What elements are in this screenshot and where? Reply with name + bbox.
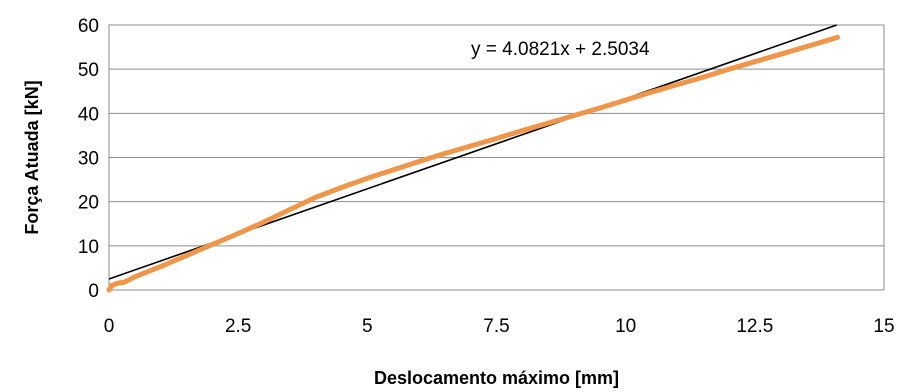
data-point — [494, 136, 499, 141]
trendline-equation: y = 4.0821x + 2.5034 — [471, 39, 650, 60]
data-point — [339, 185, 344, 190]
y-tick-label: 50 — [78, 60, 99, 81]
data-point — [235, 231, 241, 236]
data-point — [261, 219, 267, 225]
y-tick-label: 20 — [78, 193, 99, 214]
data-point — [778, 51, 784, 57]
gridlines — [109, 24, 884, 291]
data-point — [545, 120, 551, 126]
data-point — [209, 242, 215, 247]
x-tick-label: 7.5 — [483, 316, 509, 337]
y-tick-label: 30 — [78, 149, 99, 170]
y-axis-ticks: 0 10 20 30 40 50 60 — [78, 16, 99, 302]
plot-area-border — [108, 24, 885, 291]
x-tick-label: 5 — [362, 316, 373, 337]
y-tick-label: 10 — [78, 237, 99, 258]
data-point — [442, 151, 448, 156]
data-point — [726, 66, 732, 72]
x-tick-label: 15 — [873, 316, 894, 337]
data-point — [184, 253, 189, 258]
data-point — [649, 89, 654, 95]
data-point — [287, 207, 293, 213]
data-point — [597, 105, 603, 111]
x-tick-label: 12.5 — [736, 316, 773, 337]
data-point — [106, 287, 112, 293]
x-axis-ticks: 0 2.5 5 7.5 10 12.5 15 — [104, 316, 895, 337]
data-points — [106, 34, 840, 293]
data-point — [804, 44, 809, 50]
x-axis-title: Deslocamento máximo [mm] — [374, 368, 619, 388]
x-tick-label: 10 — [615, 316, 636, 337]
data-point — [158, 264, 164, 269]
data-point — [835, 34, 840, 40]
data-point — [313, 194, 319, 200]
y-tick-label: 0 — [88, 281, 99, 302]
data-point — [114, 280, 120, 286]
y-axis-title: Força Atuada [kN] — [22, 80, 42, 234]
data-point — [122, 279, 127, 285]
data-point — [390, 167, 396, 173]
data-point — [468, 143, 474, 149]
series-line — [106, 34, 840, 293]
data-point — [109, 283, 114, 288]
data-point — [674, 82, 680, 88]
x-tick-label: 0 — [104, 316, 115, 337]
data-point — [416, 159, 422, 164]
x-tick-label: 2.5 — [225, 316, 251, 337]
data-point — [571, 113, 577, 118]
data-point — [700, 74, 706, 80]
data-point — [752, 59, 758, 65]
data-point — [623, 97, 629, 103]
y-tick-label: 40 — [78, 104, 99, 125]
data-point — [519, 128, 525, 133]
y-tick-label: 60 — [78, 16, 99, 37]
data-point — [364, 175, 370, 181]
data-point — [132, 274, 138, 280]
